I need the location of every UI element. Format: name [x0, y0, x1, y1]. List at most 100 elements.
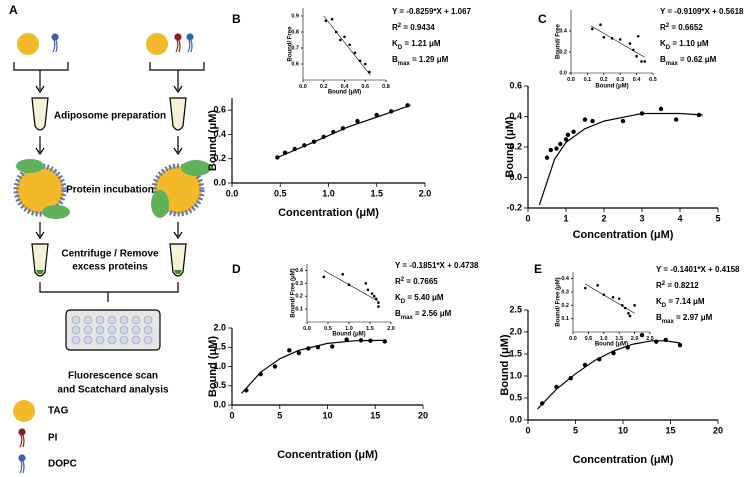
- annotation-text: R: [660, 23, 666, 32]
- annotation-text: B: [395, 309, 401, 318]
- data-point: [282, 150, 288, 155]
- annotation-text: = 0.9434: [401, 23, 435, 32]
- x-tick-label: 10: [618, 426, 628, 436]
- x-tick-label: 1.0: [600, 336, 608, 342]
- annotation-sub: D: [666, 45, 671, 51]
- y-tick-label: 0.6: [291, 61, 299, 67]
- data-point: [244, 388, 249, 393]
- data-point: [632, 48, 635, 52]
- data-point: [375, 297, 378, 301]
- panel-label: C: [538, 12, 547, 26]
- data-point: [306, 346, 311, 351]
- data-point: [389, 109, 394, 114]
- x-axis-label: Bound (μM): [595, 342, 628, 348]
- chart: 0.0 0.1 0.2 0.3 0.4 0.5 0.0 0.2 0.4 Bound (μM) Bou…: [556, 7, 744, 89]
- y-tick-label: 0.1: [295, 307, 303, 313]
- data-point: [624, 306, 627, 310]
- data-point: [677, 343, 683, 348]
- data-point: [341, 273, 345, 276]
- x-tick-label: 5: [573, 426, 578, 436]
- fit-line: [538, 112, 703, 206]
- y-tick-label: 0.5: [509, 392, 522, 402]
- legend-label: TAG: [48, 406, 69, 417]
- data-point: [639, 332, 645, 338]
- data-point: [554, 146, 559, 151]
- y-tick-label: 1.0: [509, 370, 522, 380]
- x-tick-label: 0.2: [600, 77, 608, 83]
- annotation: R2 = 0.8212: [656, 281, 699, 291]
- x-axis-label: Concentration (μM): [278, 207, 379, 219]
- chart: 0 5 10 15 20 0.0 0.5 1.0 1.5 2.0 Concentration (μM…: [207, 322, 428, 461]
- data-point: [347, 283, 351, 286]
- annotation-sup: 2: [662, 281, 666, 287]
- x-tick-label: 0.3: [616, 77, 624, 83]
- annotation-text: K: [660, 39, 666, 48]
- x-tick-label: 0.0: [567, 77, 575, 83]
- data-point: [625, 345, 630, 350]
- y-tick-label: 0.0: [213, 177, 226, 187]
- annotation-text: = 5.40 μM: [405, 293, 444, 302]
- data-point: [636, 34, 640, 38]
- data-point: [272, 364, 278, 369]
- y-axis-label: Bound (μM): [207, 336, 219, 397]
- data-point: [591, 27, 594, 31]
- data-point: [355, 118, 360, 124]
- y-tick-label: 0.5: [213, 380, 226, 390]
- x-tick-label: 3: [639, 214, 644, 224]
- panel-label: E: [534, 262, 542, 276]
- y-tick-label: 0.4: [295, 268, 304, 274]
- fit-line: [590, 25, 645, 58]
- data-point: [344, 337, 349, 342]
- data-point: [582, 117, 588, 122]
- y-tick-label: 0.0: [509, 414, 522, 424]
- y-axis-label: Bound (μM): [504, 116, 516, 177]
- data-point: [643, 60, 647, 63]
- x-axis-label: Bound (μM): [332, 332, 365, 338]
- x-tick-label: 0.4: [341, 84, 350, 90]
- y-tick-label: -0.2: [506, 202, 522, 212]
- data-point: [620, 304, 624, 307]
- annotation-text: K: [395, 293, 401, 302]
- legend-label: PI: [48, 433, 58, 444]
- data-point: [363, 62, 367, 66]
- x-tick-label: 0.5: [274, 189, 287, 199]
- x-tick-label: 10: [322, 411, 332, 421]
- annotation-text: = 1.10 μM: [670, 39, 709, 48]
- legend-label: DOPC: [48, 459, 77, 470]
- data-point: [620, 118, 626, 124]
- x-tick-label: 1: [563, 214, 568, 224]
- y-tick-label: 1.5: [213, 342, 226, 352]
- annotation-text: B: [392, 55, 398, 64]
- annotation-text: = 1.21 μM: [402, 39, 441, 48]
- annotation-text: B: [660, 55, 666, 64]
- data-point: [358, 59, 362, 63]
- x-tick-label: 0.0: [226, 189, 239, 199]
- data-point: [563, 137, 569, 142]
- data-point: [628, 314, 632, 318]
- step-label: excess proteins: [72, 262, 148, 273]
- step-label: Fluorescence scan: [68, 371, 158, 382]
- data-point: [330, 17, 334, 21]
- y-tick-label: 0.1: [561, 316, 569, 322]
- x-tick-label: 0.6: [361, 84, 369, 90]
- y-tick-label: 2.5: [509, 304, 522, 314]
- annotation: Y = -0.1851*X + 0.4738: [395, 261, 479, 270]
- x-axis-label: Bound (μM): [328, 90, 361, 96]
- data-point: [582, 362, 588, 368]
- y-axis-label: Bound/ Free: [288, 26, 294, 62]
- data-point: [331, 129, 336, 135]
- y-tick-label: 2.0: [213, 322, 226, 332]
- data-point: [377, 305, 380, 308]
- annotation-sub: max: [401, 315, 414, 321]
- x-tick-label: 2.0: [419, 189, 432, 199]
- data-point: [366, 288, 370, 292]
- y-tick-label: 0.3: [295, 281, 303, 287]
- data-point: [339, 38, 342, 42]
- y-tick-label: 0.2: [213, 153, 226, 163]
- x-tick-label: 0.0: [569, 336, 577, 342]
- x-tick-label: 2.0: [387, 326, 395, 332]
- annotation-text: R: [656, 281, 662, 290]
- data-point: [654, 339, 659, 344]
- x-tick-label: 2.5: [646, 336, 654, 342]
- annotation-text: = 2.97 μM: [674, 313, 713, 322]
